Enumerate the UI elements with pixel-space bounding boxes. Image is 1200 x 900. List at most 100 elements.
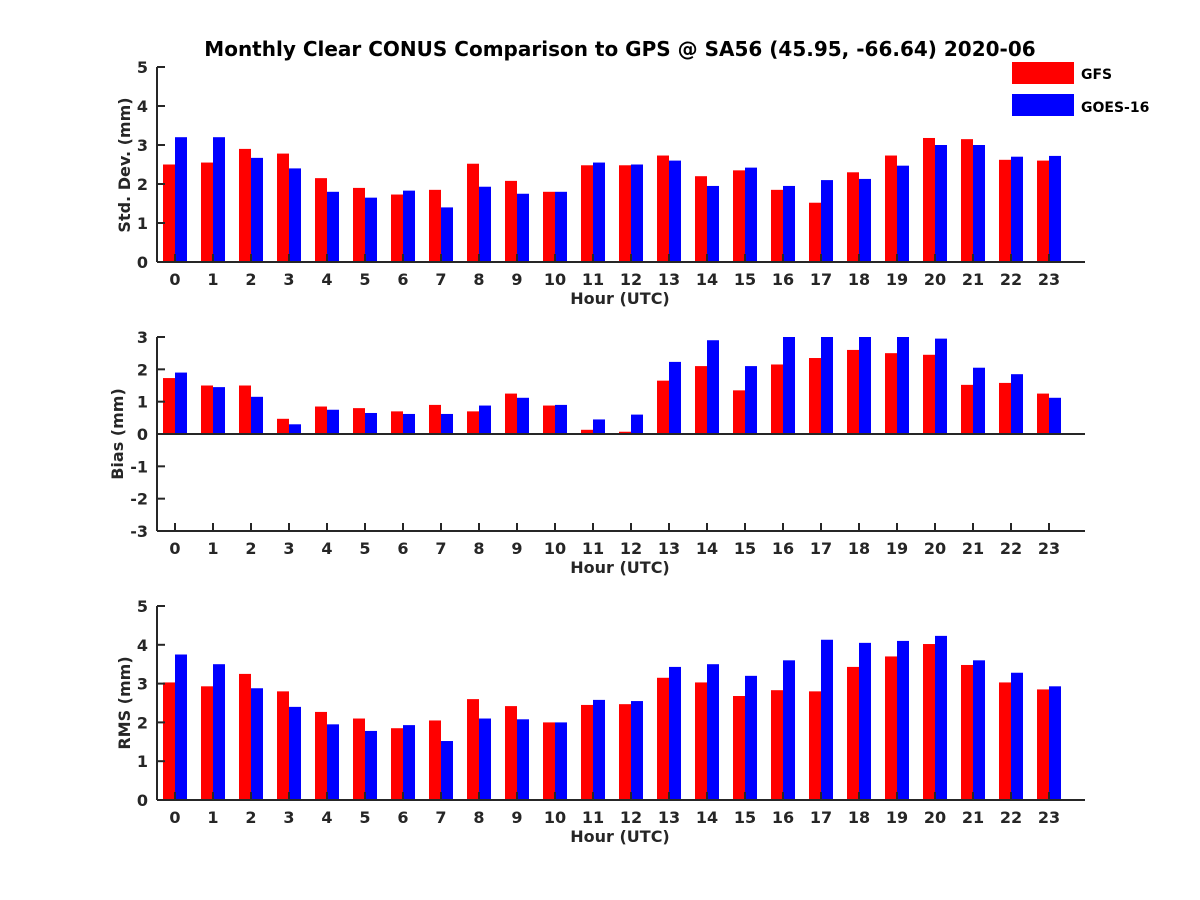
bar-std-dev-gfs-21 [961, 139, 973, 262]
bar-bias-gfs-22 [999, 382, 1011, 434]
bar-bias-gfs-1 [201, 385, 213, 434]
bar-std-dev-goes16-1 [213, 137, 225, 262]
bar-rms-gfs-8 [467, 699, 479, 800]
bar-bias-goes16-22 [1011, 374, 1023, 434]
bar-std-dev-goes16-10 [555, 191, 567, 262]
bar-bias-gfs-6 [391, 411, 403, 434]
x-tick-label-bias-21: 21 [962, 539, 984, 558]
bar-std-dev-goes16-16 [783, 185, 795, 262]
y-tick-label-rms-5: 5 [137, 597, 148, 616]
bar-rms-gfs-22 [999, 682, 1011, 800]
bar-std-dev-gfs-16 [771, 189, 783, 262]
x-tick-label-bias-14: 14 [696, 539, 718, 558]
x-tick-label-bias-0: 0 [169, 539, 180, 558]
bar-std-dev-goes16-8 [479, 186, 491, 262]
bar-rms-gfs-5 [353, 718, 365, 800]
bar-rms-gfs-9 [505, 706, 517, 800]
y-axis-label-std-dev: Std. Dev. (mm) [115, 97, 134, 232]
bar-rms-goes16-22 [1011, 672, 1023, 800]
bar-std-dev-goes16-15 [745, 167, 757, 262]
bar-std-dev-goes16-9 [517, 193, 529, 262]
x-tick-label-std-dev-22: 22 [1000, 270, 1022, 289]
x-tick-label-std-dev-6: 6 [397, 270, 408, 289]
x-tick-label-bias-9: 9 [511, 539, 522, 558]
bar-rms-gfs-4 [315, 711, 327, 800]
legend-label-gfs: GFS [1081, 67, 1112, 83]
x-tick-label-std-dev-8: 8 [473, 270, 484, 289]
bar-rms-goes16-1 [213, 664, 225, 800]
y-tick-label-rms-3: 3 [137, 675, 148, 694]
bar-bias-gfs-21 [961, 384, 973, 434]
bar-std-dev-gfs-10 [543, 191, 555, 262]
x-tick-label-std-dev-16: 16 [772, 270, 794, 289]
bar-rms-goes16-5 [365, 730, 377, 800]
bar-std-dev-goes16-17 [821, 180, 833, 262]
bar-rms-goes16-19 [897, 640, 909, 800]
bar-rms-goes16-0 [175, 654, 187, 800]
bar-std-dev-gfs-22 [999, 159, 1011, 262]
bar-rms-gfs-18 [847, 666, 859, 800]
x-tick-label-std-dev-11: 11 [582, 270, 604, 289]
bar-bias-goes16-17 [821, 337, 833, 434]
bar-std-dev-goes16-5 [365, 197, 377, 262]
bar-std-dev-gfs-8 [467, 163, 479, 262]
bar-bias-gfs-11 [581, 429, 593, 434]
bar-std-dev-goes16-23 [1049, 155, 1061, 262]
bar-std-dev-gfs-19 [885, 155, 897, 262]
x-tick-label-rms-1: 1 [207, 808, 218, 827]
x-tick-label-bias-3: 3 [283, 539, 294, 558]
x-tick-label-std-dev-1: 1 [207, 270, 218, 289]
bar-rms-gfs-7 [429, 720, 441, 800]
x-tick-label-rms-5: 5 [359, 808, 370, 827]
x-tick-label-bias-8: 8 [473, 539, 484, 558]
y-tick-label-std-dev-5: 5 [137, 58, 148, 77]
bar-std-dev-goes16-12 [631, 164, 643, 262]
bar-bias-goes16-19 [897, 337, 909, 434]
x-tick-label-rms-18: 18 [848, 808, 870, 827]
bar-bias-gfs-18 [847, 349, 859, 434]
bar-rms-gfs-15 [733, 696, 745, 800]
x-tick-label-std-dev-13: 13 [658, 270, 680, 289]
bar-std-dev-goes16-13 [669, 160, 681, 262]
bar-std-dev-gfs-9 [505, 180, 517, 262]
bar-bias-gfs-7 [429, 404, 441, 434]
bar-std-dev-gfs-0 [163, 164, 175, 262]
legend-label-goes16: GOES-16 [1081, 100, 1149, 116]
x-tick-label-bias-6: 6 [397, 539, 408, 558]
bar-std-dev-gfs-18 [847, 172, 859, 262]
bar-std-dev-gfs-5 [353, 187, 365, 262]
bar-rms-goes16-21 [973, 660, 985, 800]
x-tick-label-bias-19: 19 [886, 539, 908, 558]
x-axis-label-std-dev: Hour (UTC) [570, 289, 670, 308]
legend-swatch-goes16 [1012, 94, 1074, 116]
bar-bias-goes16-2 [251, 396, 263, 434]
bar-bias-gfs-5 [353, 408, 365, 434]
bar-bias-gfs-17 [809, 358, 821, 434]
x-tick-label-std-dev-20: 20 [924, 270, 946, 289]
bar-bias-gfs-3 [277, 418, 289, 434]
x-tick-label-std-dev-2: 2 [245, 270, 256, 289]
bar-bias-goes16-11 [593, 419, 605, 434]
x-tick-label-rms-4: 4 [321, 808, 332, 827]
y-tick-label-bias-3: 0 [137, 425, 148, 444]
bar-bias-goes16-10 [555, 404, 567, 434]
bar-bias-gfs-16 [771, 364, 783, 434]
bar-rms-goes16-12 [631, 701, 643, 800]
bar-bias-goes16-4 [327, 409, 339, 434]
bar-bias-goes16-9 [517, 397, 529, 434]
bar-rms-goes16-14 [707, 664, 719, 800]
bar-rms-goes16-15 [745, 675, 757, 800]
x-tick-label-std-dev-12: 12 [620, 270, 642, 289]
x-tick-label-rms-12: 12 [620, 808, 642, 827]
bar-std-dev-gfs-17 [809, 202, 821, 262]
bar-std-dev-gfs-23 [1037, 160, 1049, 262]
y-tick-label-bias-4: 1 [137, 393, 148, 412]
x-tick-label-rms-14: 14 [696, 808, 718, 827]
bar-bias-gfs-23 [1037, 393, 1049, 434]
y-tick-label-bias-5: 2 [137, 360, 148, 379]
x-tick-label-bias-15: 15 [734, 539, 756, 558]
x-tick-label-bias-2: 2 [245, 539, 256, 558]
bar-rms-goes16-16 [783, 660, 795, 800]
x-tick-label-std-dev-3: 3 [283, 270, 294, 289]
bar-rms-goes16-4 [327, 724, 339, 800]
